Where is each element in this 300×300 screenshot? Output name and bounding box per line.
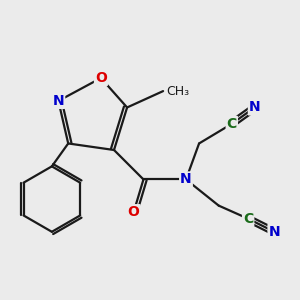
Text: O: O xyxy=(128,205,140,219)
Text: N: N xyxy=(268,225,280,239)
Text: N: N xyxy=(52,94,64,108)
Text: CH₃: CH₃ xyxy=(167,85,190,98)
Text: C: C xyxy=(227,117,237,131)
Text: O: O xyxy=(95,71,107,85)
Text: N: N xyxy=(249,100,260,115)
Text: N: N xyxy=(180,172,192,186)
Text: C: C xyxy=(243,212,253,226)
